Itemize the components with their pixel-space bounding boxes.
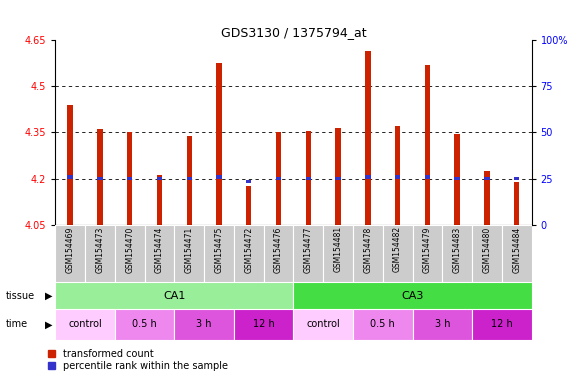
Text: GSM154474: GSM154474 [155, 227, 164, 273]
Text: GSM154473: GSM154473 [95, 227, 105, 273]
Text: GSM154469: GSM154469 [66, 227, 74, 273]
Bar [485, 171, 490, 225]
FancyBboxPatch shape [85, 225, 115, 282]
Text: GSM154481: GSM154481 [333, 227, 343, 273]
Bar [97, 129, 102, 225]
Bar [67, 105, 73, 225]
Bar [187, 136, 192, 225]
FancyBboxPatch shape [174, 225, 204, 282]
Text: CA3: CA3 [401, 291, 424, 301]
Bar [97, 177, 102, 180]
Bar [157, 177, 162, 180]
Bar [365, 175, 371, 179]
Text: GSM154472: GSM154472 [244, 227, 253, 273]
Bar [514, 182, 519, 225]
Bar [127, 132, 132, 225]
Bar [246, 180, 252, 183]
FancyBboxPatch shape [204, 225, 234, 282]
Bar [485, 177, 490, 180]
Text: GSM154480: GSM154480 [482, 227, 492, 273]
Bar [187, 177, 192, 180]
Text: GSM154483: GSM154483 [453, 227, 462, 273]
FancyBboxPatch shape [472, 225, 502, 282]
Text: 3 h: 3 h [196, 319, 212, 329]
Text: 0.5 h: 0.5 h [370, 319, 395, 329]
FancyBboxPatch shape [383, 225, 413, 282]
Bar [55, 282, 293, 309]
Text: GSM154479: GSM154479 [423, 227, 432, 273]
Bar [293, 309, 353, 340]
Bar [335, 128, 340, 225]
Bar [335, 177, 340, 180]
FancyBboxPatch shape [293, 225, 323, 282]
Text: GSM154476: GSM154476 [274, 227, 283, 273]
Text: time: time [6, 319, 28, 329]
Bar [413, 309, 472, 340]
Bar [115, 309, 174, 340]
Bar [395, 126, 400, 225]
FancyBboxPatch shape [442, 225, 472, 282]
Bar [276, 177, 281, 180]
Text: GSM154475: GSM154475 [214, 227, 224, 273]
Bar [246, 186, 252, 225]
Text: ▶: ▶ [45, 291, 52, 301]
Bar [306, 177, 311, 180]
FancyBboxPatch shape [145, 225, 174, 282]
Bar [174, 309, 234, 340]
Bar [472, 309, 532, 340]
Bar [425, 175, 430, 179]
Text: GSM154482: GSM154482 [393, 227, 402, 273]
FancyBboxPatch shape [413, 225, 442, 282]
Text: 12 h: 12 h [491, 319, 512, 329]
Text: GSM154471: GSM154471 [185, 227, 193, 273]
Text: 3 h: 3 h [435, 319, 450, 329]
Bar [454, 134, 460, 225]
Text: ▶: ▶ [45, 319, 52, 329]
Text: tissue: tissue [6, 291, 35, 301]
Bar [306, 131, 311, 225]
Bar [216, 175, 221, 179]
FancyBboxPatch shape [502, 225, 532, 282]
FancyBboxPatch shape [55, 225, 85, 282]
Text: GSM154484: GSM154484 [512, 227, 521, 273]
Bar [216, 63, 221, 225]
Bar [293, 282, 532, 309]
Text: control: control [306, 319, 340, 329]
Bar [157, 175, 162, 225]
FancyBboxPatch shape [115, 225, 145, 282]
Text: GSM154477: GSM154477 [304, 227, 313, 273]
Bar [276, 132, 281, 225]
Bar [395, 175, 400, 179]
Bar [67, 175, 73, 179]
Title: GDS3130 / 1375794_at: GDS3130 / 1375794_at [221, 26, 366, 39]
Bar [454, 177, 460, 180]
Text: GSM154470: GSM154470 [125, 227, 134, 273]
Bar [353, 309, 413, 340]
Bar [425, 65, 430, 225]
Bar [365, 51, 371, 225]
Text: CA1: CA1 [163, 291, 185, 301]
Bar [514, 177, 519, 180]
FancyBboxPatch shape [353, 225, 383, 282]
Text: control: control [68, 319, 102, 329]
Bar [55, 309, 115, 340]
Text: 12 h: 12 h [253, 319, 274, 329]
FancyBboxPatch shape [323, 225, 353, 282]
Text: GSM154478: GSM154478 [363, 227, 372, 273]
Bar [234, 309, 293, 340]
FancyBboxPatch shape [264, 225, 293, 282]
Bar [127, 177, 132, 180]
Text: 0.5 h: 0.5 h [132, 319, 157, 329]
FancyBboxPatch shape [234, 225, 264, 282]
Legend: transformed count, percentile rank within the sample: transformed count, percentile rank withi… [48, 349, 228, 371]
